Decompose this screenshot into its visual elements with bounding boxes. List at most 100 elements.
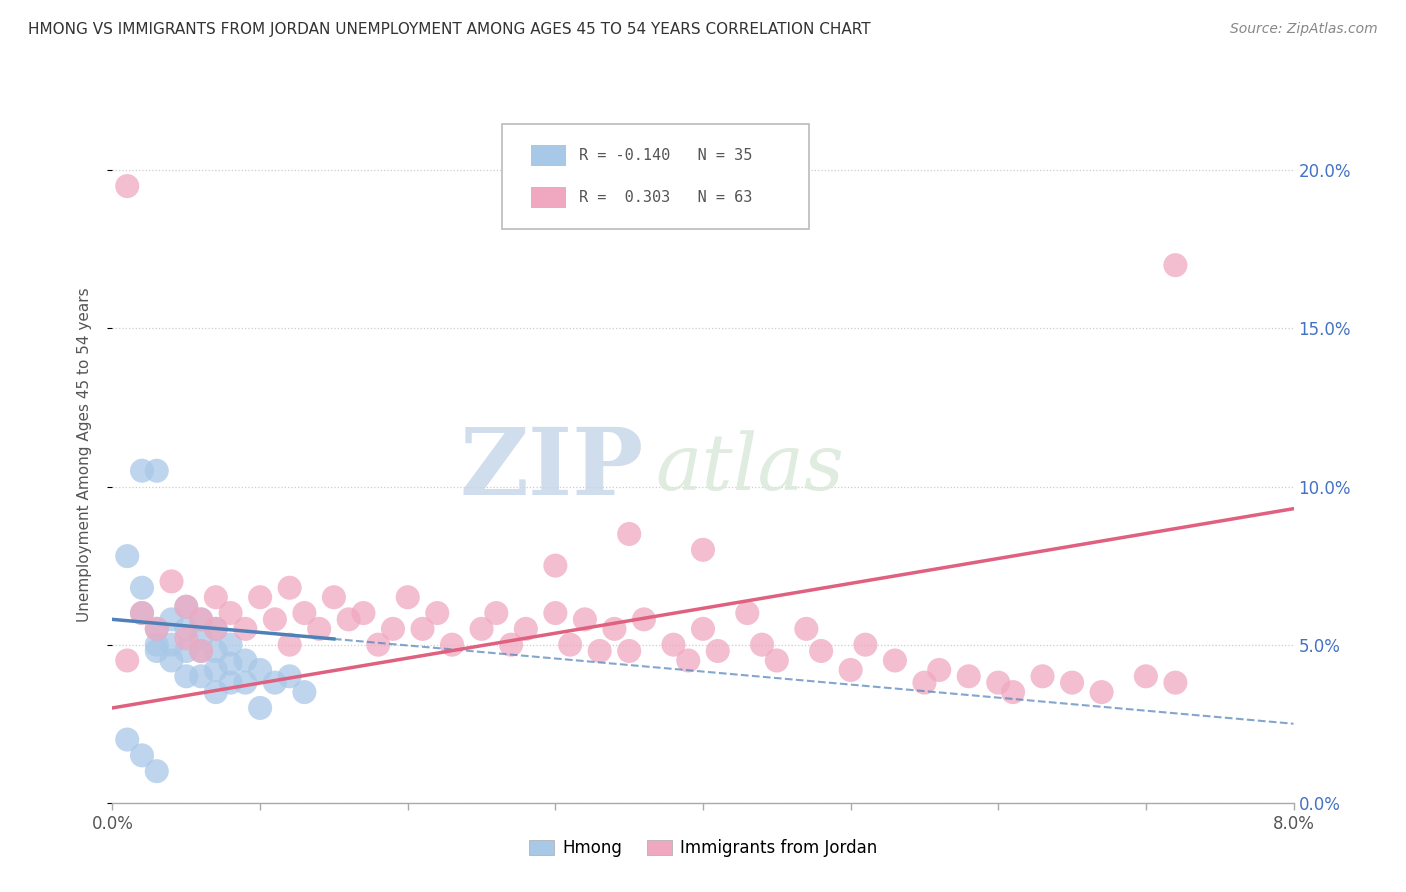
Text: R =  0.303   N = 63: R = 0.303 N = 63 (579, 190, 752, 205)
Point (219, 606, 242, 620)
Point (1001, 685, 1024, 699)
Point (146, 764, 169, 779)
Point (278, 581, 301, 595)
Point (174, 632, 197, 646)
Point (146, 622, 169, 636)
Point (323, 591, 346, 605)
Point (292, 606, 315, 620)
Text: R = -0.140   N = 35: R = -0.140 N = 35 (579, 148, 752, 163)
Point (131, 581, 153, 595)
Point (396, 591, 419, 605)
Point (205, 622, 228, 636)
Point (1164, 675, 1187, 690)
Point (884, 653, 907, 667)
Point (190, 632, 212, 646)
Point (987, 675, 1010, 690)
Point (471, 622, 494, 636)
Point (219, 657, 242, 671)
Point (233, 653, 256, 667)
Point (1091, 685, 1114, 699)
Point (412, 622, 434, 636)
Point (633, 612, 655, 626)
Text: atlas: atlas (655, 431, 845, 507)
Point (219, 675, 242, 690)
Point (810, 644, 832, 658)
Point (1135, 669, 1157, 683)
Point (367, 638, 389, 652)
Point (308, 622, 330, 636)
Text: Source: ZipAtlas.com: Source: ZipAtlas.com (1230, 22, 1378, 37)
Point (485, 606, 508, 620)
Point (765, 653, 787, 667)
Point (619, 644, 641, 658)
Point (160, 638, 183, 652)
Point (1062, 675, 1084, 690)
Point (1164, 258, 1187, 272)
Point (692, 542, 714, 557)
Point (249, 701, 271, 715)
Point (603, 622, 626, 636)
Point (426, 606, 449, 620)
Legend: Hmong, Immigrants from Jordan: Hmong, Immigrants from Jordan (522, 833, 884, 864)
Point (131, 464, 153, 478)
Point (839, 663, 862, 677)
Point (515, 622, 537, 636)
Point (219, 638, 242, 652)
Point (146, 622, 169, 636)
Point (131, 606, 153, 620)
Point (796, 622, 818, 636)
Point (190, 612, 212, 626)
Point (117, 549, 138, 563)
Point (233, 675, 256, 690)
Point (117, 732, 138, 747)
Point (382, 622, 405, 636)
Point (174, 669, 197, 683)
Point (678, 653, 700, 667)
Point (1032, 669, 1054, 683)
Point (337, 612, 360, 626)
Point (692, 622, 714, 636)
Point (619, 527, 641, 541)
Point (205, 685, 228, 699)
Point (914, 675, 936, 690)
Point (264, 675, 287, 690)
Point (278, 638, 301, 652)
Point (174, 599, 197, 614)
Point (928, 663, 950, 677)
Point (131, 606, 153, 620)
Point (352, 606, 374, 620)
Point (501, 638, 523, 652)
Point (853, 638, 877, 652)
Point (190, 669, 212, 683)
Point (751, 638, 773, 652)
Text: ZIP: ZIP (460, 424, 644, 514)
Point (205, 591, 228, 605)
Point (146, 644, 169, 658)
Point (560, 638, 582, 652)
Point (249, 591, 271, 605)
Y-axis label: Unemployment Among Ages 45 to 54 years: Unemployment Among Ages 45 to 54 years (77, 287, 91, 623)
Point (544, 558, 567, 573)
Text: HMONG VS IMMIGRANTS FROM JORDAN UNEMPLOYMENT AMONG AGES 45 TO 54 YEARS CORRELATI: HMONG VS IMMIGRANTS FROM JORDAN UNEMPLOY… (28, 22, 870, 37)
FancyBboxPatch shape (502, 124, 810, 229)
Point (233, 622, 256, 636)
Point (190, 644, 212, 658)
Point (264, 612, 287, 626)
Point (574, 612, 596, 626)
Point (160, 574, 183, 589)
Point (160, 612, 183, 626)
Point (205, 622, 228, 636)
Point (190, 644, 212, 658)
Point (544, 606, 567, 620)
Point (278, 669, 301, 683)
Point (957, 669, 980, 683)
Point (146, 464, 169, 478)
Point (662, 638, 685, 652)
FancyBboxPatch shape (530, 187, 567, 208)
Point (205, 663, 228, 677)
Point (292, 685, 315, 699)
Point (588, 644, 610, 658)
Point (174, 644, 197, 658)
Point (190, 612, 212, 626)
Point (131, 748, 153, 763)
